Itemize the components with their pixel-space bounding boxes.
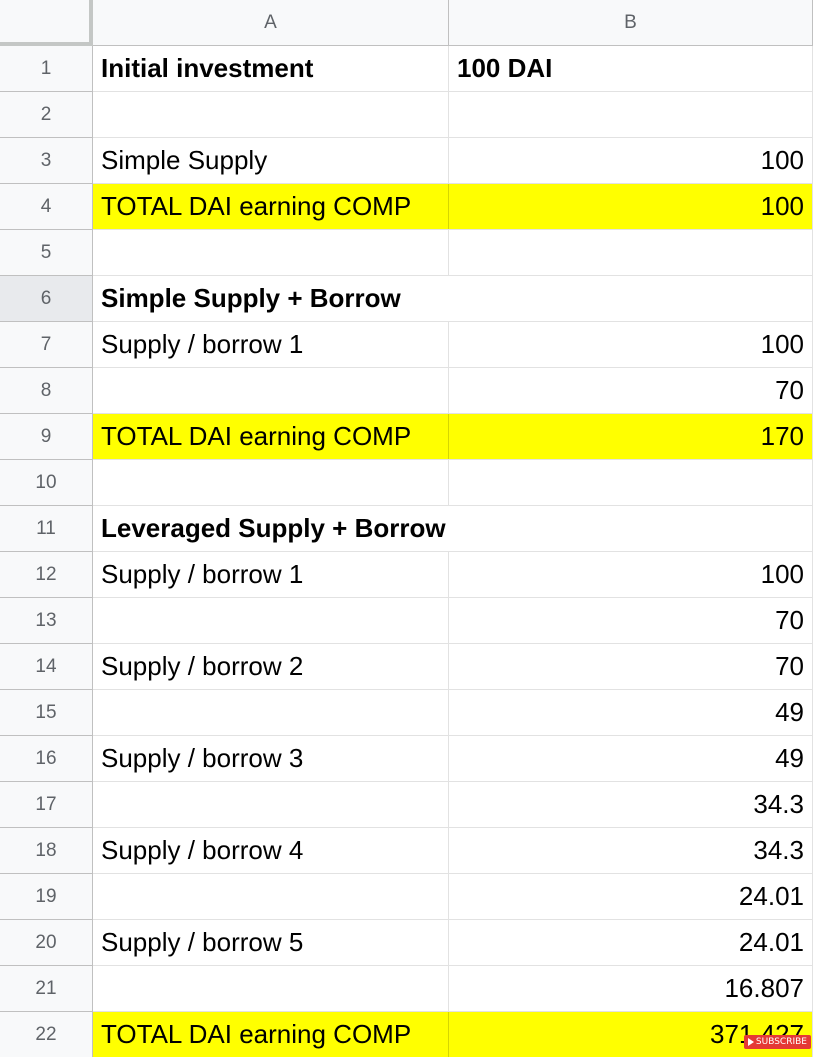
cell-b[interactable]: 100	[449, 552, 813, 597]
cell-a[interactable]	[93, 966, 449, 1011]
cell-a[interactable]	[93, 598, 449, 643]
cell-a[interactable]	[93, 92, 449, 137]
column-header-row: A B	[0, 0, 813, 46]
cell-a[interactable]: Supply / borrow 2	[93, 644, 449, 689]
row-header[interactable]: 22	[0, 1012, 93, 1057]
cell-b[interactable]: 34.3	[449, 828, 813, 873]
cell-b[interactable]	[449, 460, 813, 505]
cell-a[interactable]: Supply / borrow 3	[93, 736, 449, 781]
cell-a[interactable]: TOTAL DAI earning COMP	[93, 184, 449, 229]
sheet-row: 20 Supply / borrow 5 24.01	[0, 920, 813, 966]
cell-a[interactable]: Supply / borrow 1	[93, 322, 449, 367]
cell-a[interactable]	[93, 690, 449, 735]
cell-b[interactable]: 16.807	[449, 966, 813, 1011]
sheet-row: 17 34.3	[0, 782, 813, 828]
row-header[interactable]: 17	[0, 782, 93, 828]
subscribe-label: SUBSCRIBE	[755, 1037, 807, 1047]
row-header[interactable]: 8	[0, 368, 93, 414]
cell-a[interactable]	[93, 874, 449, 919]
row-header[interactable]: 10	[0, 460, 93, 506]
cell-b[interactable]: 49	[449, 736, 813, 781]
row-header[interactable]: 5	[0, 230, 93, 276]
sheet-grid: 1 Initial investment 100 DAI 2 3 Simple Suppl…	[0, 46, 813, 1057]
row-header[interactable]: 11	[0, 506, 93, 552]
cell-a[interactable]: TOTAL DAI earning COMP	[93, 414, 449, 459]
sheet-row: 10	[0, 460, 813, 506]
cell-a[interactable]: Supply / borrow 4	[93, 828, 449, 873]
cell-a[interactable]: Initial investment	[93, 46, 449, 91]
cell-b[interactable]: 100	[449, 322, 813, 367]
column-header-b[interactable]: B	[449, 0, 813, 45]
cell-b[interactable]: 100	[449, 138, 813, 183]
sheet-row: 4 TOTAL DAI earning COMP 100	[0, 184, 813, 230]
row-header[interactable]: 20	[0, 920, 93, 966]
cell-b[interactable]: 100	[449, 184, 813, 229]
column-header-a[interactable]: A	[93, 0, 449, 45]
sheet-row: 9 TOTAL DAI earning COMP 170	[0, 414, 813, 460]
sheet-row: 7 Supply / borrow 1 100	[0, 322, 813, 368]
row-header[interactable]: 14	[0, 644, 93, 690]
cell-a[interactable]	[93, 460, 449, 505]
cell-b[interactable]	[449, 276, 813, 321]
cell-a[interactable]	[93, 230, 449, 275]
cell-b[interactable]: 34.3	[449, 782, 813, 827]
row-header[interactable]: 3	[0, 138, 93, 184]
cell-b[interactable]: 70	[449, 368, 813, 413]
cell-b[interactable]: 49	[449, 690, 813, 735]
youtube-play-icon	[747, 1038, 754, 1046]
cell-a[interactable]	[93, 368, 449, 413]
cell-b[interactable]: 70	[449, 598, 813, 643]
sheet-row: 3 Simple Supply 100	[0, 138, 813, 184]
subscribe-badge[interactable]: SUBSCRIBE	[743, 1035, 811, 1049]
row-header[interactable]: 18	[0, 828, 93, 874]
sheet-row: 12 Supply / borrow 1 100	[0, 552, 813, 598]
cell-a[interactable]: Simple Supply + Borrow	[101, 283, 401, 313]
row-header[interactable]: 15	[0, 690, 93, 736]
row-header[interactable]: 4	[0, 184, 93, 230]
cell-a[interactable]: Supply / borrow 1	[93, 552, 449, 597]
sheet-row: 18 Supply / borrow 4 34.3	[0, 828, 813, 874]
select-all-corner[interactable]	[0, 0, 93, 46]
row-header[interactable]: 13	[0, 598, 93, 644]
row-header[interactable]: 6	[0, 276, 93, 322]
sheet-row: 19 24.01	[0, 874, 813, 920]
sheet-row: 6 Simple Supply + Borrow	[0, 276, 813, 322]
sheet-row: 15 49	[0, 690, 813, 736]
sheet-row: 16 Supply / borrow 3 49	[0, 736, 813, 782]
cell-a[interactable]: Supply / borrow 5	[93, 920, 449, 965]
cell-b[interactable]	[449, 92, 813, 137]
cell-a[interactable]: Simple Supply	[93, 138, 449, 183]
sheet-row: 8 70	[0, 368, 813, 414]
sheet-row: 21 16.807	[0, 966, 813, 1012]
row-header[interactable]: 9	[0, 414, 93, 460]
cell-b[interactable]: 24.01	[449, 920, 813, 965]
cell-b[interactable]: 24.01	[449, 874, 813, 919]
sheet-row: 13 70	[0, 598, 813, 644]
cell-b[interactable]	[449, 230, 813, 275]
sheet-row: 1 Initial investment 100 DAI	[0, 46, 813, 92]
row-header[interactable]: 21	[0, 966, 93, 1012]
sheet-row: 22 TOTAL DAI earning COMP 371.427	[0, 1012, 813, 1057]
cell-a[interactable]	[93, 782, 449, 827]
cell-a[interactable]: Leveraged Supply + Borrow	[101, 513, 446, 543]
row-header[interactable]: 12	[0, 552, 93, 598]
row-header[interactable]: 7	[0, 322, 93, 368]
row-header[interactable]: 1	[0, 46, 93, 92]
row-header[interactable]: 2	[0, 92, 93, 138]
sheet-row: 14 Supply / borrow 2 70	[0, 644, 813, 690]
sheet-row: 11 Leveraged Supply + Borrow	[0, 506, 813, 552]
sheet-row: 2	[0, 92, 813, 138]
row-header[interactable]: 16	[0, 736, 93, 782]
row-header[interactable]: 19	[0, 874, 93, 920]
cell-b[interactable]	[449, 506, 813, 551]
sheet-row: 5	[0, 230, 813, 276]
cell-b[interactable]: 170	[449, 414, 813, 459]
cell-b[interactable]: 100 DAI	[449, 46, 813, 91]
cell-b[interactable]: 70	[449, 644, 813, 689]
cell-a[interactable]: TOTAL DAI earning COMP	[93, 1012, 449, 1057]
